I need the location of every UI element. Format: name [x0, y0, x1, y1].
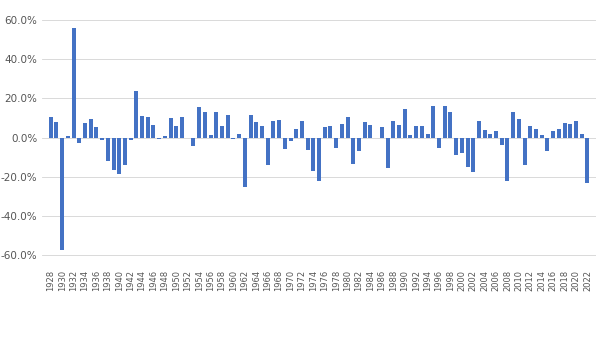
Bar — [363, 122, 367, 138]
Bar — [460, 138, 464, 153]
Bar — [391, 121, 396, 138]
Bar — [117, 138, 121, 174]
Bar — [448, 113, 452, 138]
Bar — [545, 138, 550, 151]
Bar — [357, 138, 361, 151]
Bar — [414, 126, 418, 138]
Bar — [249, 115, 253, 138]
Bar — [585, 138, 589, 183]
Bar — [277, 120, 281, 138]
Bar — [488, 134, 492, 138]
Bar — [323, 128, 327, 138]
Bar — [352, 138, 355, 164]
Bar — [175, 126, 178, 138]
Bar — [340, 123, 344, 138]
Bar — [60, 138, 64, 251]
Bar — [265, 138, 270, 165]
Bar — [380, 127, 384, 138]
Bar — [437, 138, 441, 148]
Bar — [431, 106, 435, 138]
Bar — [83, 123, 87, 138]
Bar — [77, 138, 81, 143]
Bar — [100, 138, 104, 140]
Bar — [66, 136, 70, 138]
Bar — [442, 106, 447, 138]
Bar — [397, 124, 401, 138]
Bar — [146, 117, 150, 138]
Bar — [197, 107, 201, 138]
Bar — [237, 134, 241, 138]
Bar — [180, 117, 184, 138]
Bar — [563, 123, 566, 138]
Bar — [140, 116, 144, 138]
Bar — [123, 138, 127, 165]
Bar — [111, 138, 116, 170]
Bar — [426, 134, 430, 138]
Bar — [517, 119, 521, 138]
Bar — [214, 113, 219, 138]
Bar — [306, 138, 309, 150]
Bar — [231, 138, 235, 139]
Bar — [129, 138, 132, 140]
Bar — [254, 122, 258, 138]
Bar — [334, 138, 338, 148]
Bar — [574, 121, 578, 138]
Bar — [420, 126, 424, 138]
Bar — [54, 122, 58, 138]
Bar — [534, 129, 538, 138]
Bar — [49, 118, 53, 138]
Bar — [500, 138, 504, 144]
Bar — [465, 138, 470, 167]
Bar — [477, 121, 481, 138]
Bar — [483, 130, 486, 138]
Bar — [95, 126, 98, 138]
Bar — [106, 138, 110, 161]
Bar — [283, 138, 287, 149]
Bar — [294, 129, 298, 138]
Bar — [511, 113, 515, 138]
Bar — [551, 131, 555, 138]
Bar — [329, 126, 332, 138]
Bar — [243, 138, 247, 187]
Bar — [260, 126, 264, 138]
Bar — [568, 123, 573, 138]
Bar — [385, 138, 389, 168]
Bar — [203, 112, 207, 138]
Bar — [580, 134, 584, 138]
Bar — [226, 115, 230, 138]
Bar — [317, 138, 321, 182]
Bar — [523, 138, 527, 165]
Bar — [134, 91, 138, 138]
Bar — [272, 121, 275, 138]
Bar — [152, 125, 155, 138]
Bar — [454, 138, 458, 155]
Bar — [300, 121, 304, 138]
Bar — [311, 138, 315, 171]
Bar — [191, 138, 196, 146]
Bar — [368, 125, 373, 138]
Bar — [408, 135, 412, 138]
Bar — [494, 131, 498, 138]
Bar — [88, 119, 93, 138]
Bar — [169, 118, 173, 138]
Bar — [346, 117, 350, 138]
Bar — [157, 138, 161, 139]
Bar — [163, 136, 167, 138]
Bar — [72, 28, 75, 138]
Bar — [506, 138, 509, 181]
Bar — [403, 109, 407, 138]
Bar — [540, 135, 544, 138]
Bar — [288, 138, 293, 141]
Bar — [220, 126, 224, 138]
Bar — [557, 129, 561, 138]
Bar — [208, 135, 213, 138]
Bar — [471, 138, 475, 172]
Bar — [529, 125, 532, 138]
